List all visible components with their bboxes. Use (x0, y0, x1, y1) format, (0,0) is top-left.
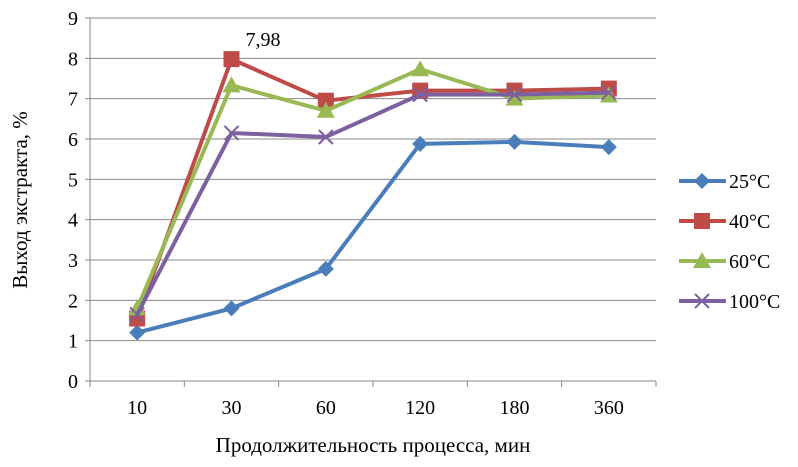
y-tick-label: 2 (68, 290, 78, 312)
marker-stroke (223, 125, 240, 141)
gridlines (90, 17, 656, 342)
series-line (136, 139, 609, 335)
y-axis-title: Выход экстракта, % (8, 111, 32, 289)
marker-stroke (318, 129, 334, 145)
data-point (600, 139, 617, 156)
series-60c (128, 60, 618, 316)
series-25c (129, 133, 617, 341)
x-tick-label: 180 (500, 397, 530, 419)
marker-stroke (129, 306, 145, 323)
marker-stroke (506, 86, 523, 103)
data-point (223, 51, 240, 68)
x-tick-label: 360 (594, 397, 624, 419)
series-line (135, 57, 609, 320)
data-point (317, 92, 334, 109)
y-tick-label: 0 (68, 371, 78, 393)
data-point (223, 125, 240, 141)
data-point (222, 76, 241, 93)
y-tick-label: 8 (68, 48, 78, 70)
legend-marker (693, 252, 711, 268)
data-label-7-98: 7,98 (246, 29, 281, 51)
data-point (129, 306, 145, 323)
data-point (506, 86, 523, 103)
legend-label: 25°C (729, 171, 770, 193)
legend-marker (694, 173, 710, 189)
data-point (317, 260, 334, 277)
x-tick-label: 60 (316, 397, 336, 419)
data-point (505, 89, 524, 106)
x-tick-label: 120 (405, 397, 435, 419)
marker-stroke (601, 84, 617, 101)
data-point (601, 84, 617, 101)
legend-marker (694, 213, 710, 229)
data-point (318, 129, 334, 145)
marker-stroke (412, 86, 428, 103)
y-tick-label: 3 (68, 250, 78, 272)
y-tick-label: 4 (68, 210, 78, 232)
y-tick-label: 5 (68, 169, 78, 191)
series-line (135, 67, 609, 310)
series-group (128, 51, 618, 341)
legend-marker (694, 293, 710, 309)
y-tick-label: 9 (68, 8, 78, 30)
y-tick-labels: 0 1 2 3 4 5 6 7 8 9 (68, 8, 78, 393)
data-point (223, 300, 240, 317)
x-axis-title: Продолжительность процесса, мин (216, 433, 531, 457)
legend-label: 60°C (729, 251, 770, 273)
legend: 25°C 40°C 60°C 100°C (679, 171, 780, 313)
series-100c (129, 84, 617, 323)
data-point (412, 135, 429, 152)
legend-label: 100°C (729, 291, 780, 313)
x-tick-label: 10 (127, 397, 147, 419)
data-point (129, 324, 146, 341)
legend-label: 40°C (729, 211, 770, 233)
data-point (411, 60, 430, 77)
data-point (412, 86, 428, 103)
axes (85, 17, 657, 387)
y-tick-label: 6 (68, 129, 78, 151)
y-tick-label: 1 (68, 331, 78, 353)
data-point (506, 133, 523, 150)
y-tick-label: 7 (68, 89, 78, 111)
series-line (135, 90, 609, 316)
data-point (316, 101, 335, 118)
marker-stroke (694, 293, 710, 309)
x-tick-labels: 10 30 60 120 180 360 (127, 397, 624, 419)
x-tick-label: 30 (222, 397, 242, 419)
data-point (128, 299, 147, 316)
